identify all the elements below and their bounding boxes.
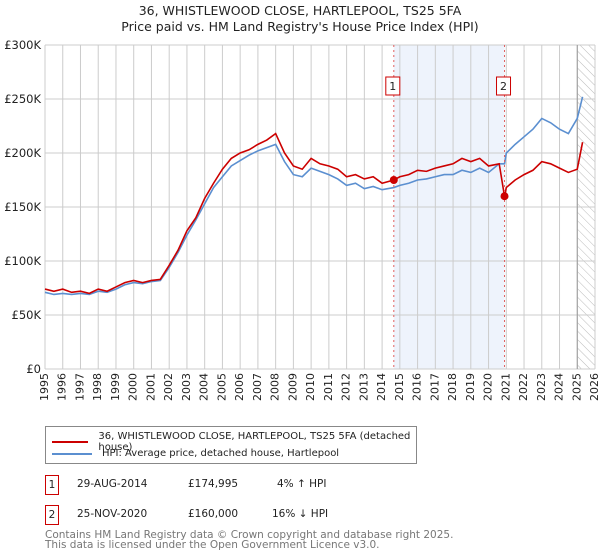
x-tick-label: 2020 [482,373,495,401]
x-tick-label: 2000 [127,373,140,401]
y-tick-label: £200K [4,146,41,160]
chart-title: 36, WHISTLEWOOD CLOSE, HARTLEPOOL, TS25 … [138,3,462,18]
x-tick-label: 2017 [428,373,441,401]
footer-line: Contains HM Land Registry data © Crown c… [45,529,454,541]
sale-point [500,192,509,201]
legend-item-hpi: HPI: Average price, detached house, Hart… [52,448,339,459]
x-tick-label: 2012 [340,373,353,401]
footer: Contains HM Land Registry data © Crown c… [45,529,454,551]
x-tick-label: 2006 [233,373,246,401]
legend-label: HPI: Average price, detached house, Hart… [102,448,340,459]
sale-badge [385,76,401,96]
x-tick-label: 2025 [570,373,583,401]
x-tick-label: 2015 [393,373,406,401]
transaction-price: £174,995 [188,478,239,490]
sale-badge-label: 1 [389,80,396,93]
x-tick-label: 2005 [215,373,228,401]
x-tick-label: 2002 [162,373,175,401]
footer-line: This data is licensed under the Open Gov… [45,539,380,551]
hpi-line [44,96,584,296]
transaction-date: 25-NOV-2020 [77,508,148,520]
price-chart: 1 2 1995 1996 1997 1998 1999 2000 2001 2002 2003 20… [4,38,600,401]
sale-badge-label: 2 [500,80,507,93]
transaction-badge: 1 [45,475,59,495]
x-tick-label: 2021 [499,373,512,401]
transaction-price: £160,000 [188,508,239,520]
x-tick-label: 1996 [56,373,69,401]
x-tick-label: 2008 [269,373,282,401]
x-tick-label: 2023 [535,373,548,401]
x-tick-label: 2026 [588,373,600,401]
legend-label: 36, WHISTLEWOOD CLOSE, HARTLEPOOL, TS25 … [98,431,411,453]
sale-point [389,176,398,185]
x-tick-label: 2007 [251,373,264,401]
y-tick-label: £150K [4,200,41,214]
y-tick-label: £0 [26,362,41,376]
x-tick-label: 1998 [91,373,104,401]
x-tick-label: 2010 [304,373,317,401]
property-price-line [44,132,584,295]
x-tick-label: 2013 [357,373,370,401]
y-tick-label: £50K [12,308,42,322]
x-tick-label: 2024 [553,373,566,401]
x-tick-label: 2019 [464,373,477,401]
x-tick-label: 2001 [144,373,157,401]
y-tick-label: £300K [4,38,41,52]
x-tick-label: 1999 [109,373,122,401]
x-tick-label: 2018 [446,373,459,401]
y-tick-label: £250K [4,92,41,106]
x-tick-label: 2014 [375,373,388,401]
x-tick-label: 2004 [198,373,211,401]
transaction-date: 29-AUG-2014 [77,478,148,490]
legend-swatch [52,441,89,443]
legend: 36, WHISTLEWOOD CLOSE, HARTLEPOOL, TS25 … [45,426,417,464]
transaction-badge: 2 [45,505,59,525]
x-tick-label: 2016 [411,373,424,401]
x-tick-label: 1997 [73,373,86,401]
transaction-hpi: 4% ↑ HPI [277,478,327,490]
transaction-hpi: 16% ↓ HPI [272,508,329,520]
x-tick-label: 1995 [38,373,51,401]
legend-item-property: 36, WHISTLEWOOD CLOSE, HARTLEPOOL, TS25 … [52,431,416,453]
sale-badge [496,76,512,96]
x-tick-label: 2022 [517,373,530,401]
x-tick-label: 2009 [286,373,299,401]
legend-swatch [52,452,92,455]
x-tick-label: 2011 [322,373,335,401]
y-tick-label: £100K [4,254,41,268]
chart-subtitle: Price paid vs. HM Land Registry's House … [121,19,479,34]
x-tick-label: 2003 [180,373,193,401]
